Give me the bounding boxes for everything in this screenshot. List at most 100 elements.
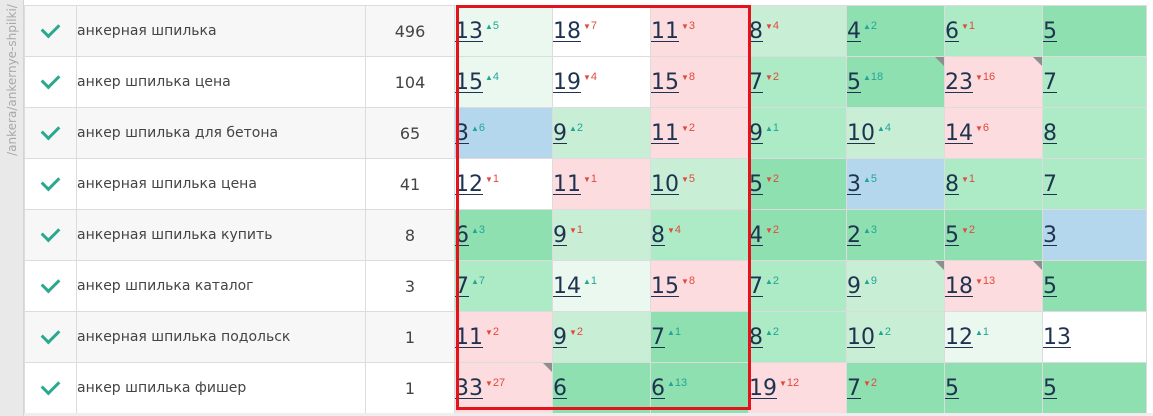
arrow-down-icon: ▼: [975, 277, 983, 287]
position-change-value: 18: [870, 71, 884, 84]
position-change: ▲9: [863, 275, 877, 287]
arrow-up-icon: ▲: [471, 226, 479, 236]
position-link[interactable]: 12: [455, 171, 484, 197]
position-change-value: 4: [590, 71, 598, 84]
position-link[interactable]: 11: [651, 120, 680, 146]
position-link[interactable]: 9: [749, 120, 764, 146]
check-cell[interactable]: [24, 107, 77, 159]
position-link[interactable]: 5: [945, 375, 960, 401]
position-change-value: 2: [576, 122, 584, 135]
position-link[interactable]: 5: [945, 222, 960, 248]
position-link[interactable]: 13: [1043, 324, 1072, 350]
position-link[interactable]: 7: [749, 273, 764, 299]
table-row: анкер шпилька каталог 3 7 ▲7 14 ▲1 15 ▼8 7 ▲2 9 ▲9 1…: [24, 260, 1147, 312]
position-link[interactable]: 6: [455, 222, 470, 248]
position-link[interactable]: 7: [847, 375, 862, 401]
position-link[interactable]: 8: [749, 324, 764, 350]
arrow-down-icon: ▼: [583, 22, 591, 32]
position-link[interactable]: 10: [847, 324, 876, 350]
position-link[interactable]: 19: [749, 375, 778, 401]
position-link[interactable]: 18: [945, 273, 974, 299]
position-link[interactable]: 3: [455, 120, 470, 146]
position-link[interactable]: 9: [847, 273, 862, 299]
check-cell[interactable]: [24, 158, 77, 210]
checkmark-icon[interactable]: [40, 120, 61, 140]
arrow-up-icon: ▲: [485, 73, 493, 83]
position-cell: 10 ▼5: [650, 158, 749, 210]
position-link[interactable]: 5: [1043, 18, 1058, 44]
arrow-down-icon: ▼: [485, 328, 493, 338]
check-cell[interactable]: [24, 209, 77, 261]
position-link[interactable]: 23: [945, 69, 974, 95]
next-row-edge: [24, 413, 1153, 416]
check-cell[interactable]: [24, 5, 77, 57]
position-link[interactable]: 10: [651, 171, 680, 197]
position-link[interactable]: 7: [749, 69, 764, 95]
position-link[interactable]: 3: [1043, 222, 1058, 248]
position-link[interactable]: 11: [553, 171, 582, 197]
check-cell[interactable]: [24, 260, 77, 312]
position-link[interactable]: 9: [553, 324, 568, 350]
position-cell: 7 ▲2: [748, 260, 847, 312]
position-link[interactable]: 4: [749, 222, 764, 248]
check-cell[interactable]: [24, 311, 77, 363]
position-link[interactable]: 11: [651, 18, 680, 44]
position-link[interactable]: 5: [749, 171, 764, 197]
position-link[interactable]: 33: [455, 375, 484, 401]
position-link[interactable]: 9: [553, 222, 568, 248]
position-link[interactable]: 15: [651, 69, 680, 95]
position-link[interactable]: 3: [847, 171, 862, 197]
position-link[interactable]: 8: [749, 18, 764, 44]
position-link[interactable]: 8: [651, 222, 666, 248]
checkmark-icon[interactable]: [40, 18, 61, 38]
position-link[interactable]: 10: [847, 120, 876, 146]
checkmark-icon[interactable]: [40, 273, 61, 293]
position-change-value: 4: [884, 122, 892, 135]
position-link[interactable]: 7: [651, 324, 666, 350]
checkmark-icon[interactable]: [40, 222, 61, 242]
position-link[interactable]: 5: [847, 69, 862, 95]
position-link[interactable]: 14: [945, 120, 974, 146]
position-link[interactable]: 5: [1043, 375, 1058, 401]
arrow-down-icon: ▼: [765, 226, 773, 236]
position-link[interactable]: 4: [847, 18, 862, 44]
position-link[interactable]: 8: [1043, 120, 1058, 146]
check-cell[interactable]: [24, 56, 77, 108]
position-link[interactable]: 15: [651, 273, 680, 299]
checkmark-icon[interactable]: [40, 324, 61, 344]
position-change: ▼2: [485, 326, 499, 338]
position-link[interactable]: 6: [651, 375, 666, 401]
position-link[interactable]: 5: [1043, 273, 1058, 299]
position-change-value: 2: [772, 173, 780, 186]
arrow-up-icon: ▲: [863, 22, 871, 32]
checkmark-icon[interactable]: [40, 69, 61, 89]
position-link[interactable]: 11: [455, 324, 484, 350]
position-link[interactable]: 6: [945, 18, 960, 44]
position-change: ▼2: [961, 224, 975, 236]
checkmark-icon[interactable]: [40, 171, 61, 191]
position-link[interactable]: 8: [945, 171, 960, 197]
checkmark-icon[interactable]: [40, 375, 61, 395]
position-change-value: 2: [884, 326, 892, 339]
position-link[interactable]: 9: [553, 120, 568, 146]
position-change: ▼1: [961, 173, 975, 185]
position-cell: 11 ▼2: [650, 107, 749, 159]
position-link[interactable]: 13: [455, 18, 484, 44]
position-change: ▲2: [765, 275, 779, 287]
position-link[interactable]: 7: [1043, 69, 1058, 95]
position-link[interactable]: 2: [847, 222, 862, 248]
position-change: ▲4: [877, 122, 891, 134]
position-change-value: 27: [492, 377, 506, 390]
position-link[interactable]: 19: [553, 69, 582, 95]
position-link[interactable]: 7: [455, 273, 470, 299]
check-cell[interactable]: [24, 362, 77, 414]
position-change: ▼2: [863, 377, 877, 389]
arrow-down-icon: ▼: [681, 124, 689, 134]
position-link[interactable]: 14: [553, 273, 582, 299]
position-change: ▲4: [485, 71, 499, 83]
position-link[interactable]: 6: [553, 375, 568, 401]
position-link[interactable]: 7: [1043, 171, 1058, 197]
position-link[interactable]: 18: [553, 18, 582, 44]
position-link[interactable]: 12: [945, 324, 974, 350]
position-link[interactable]: 15: [455, 69, 484, 95]
